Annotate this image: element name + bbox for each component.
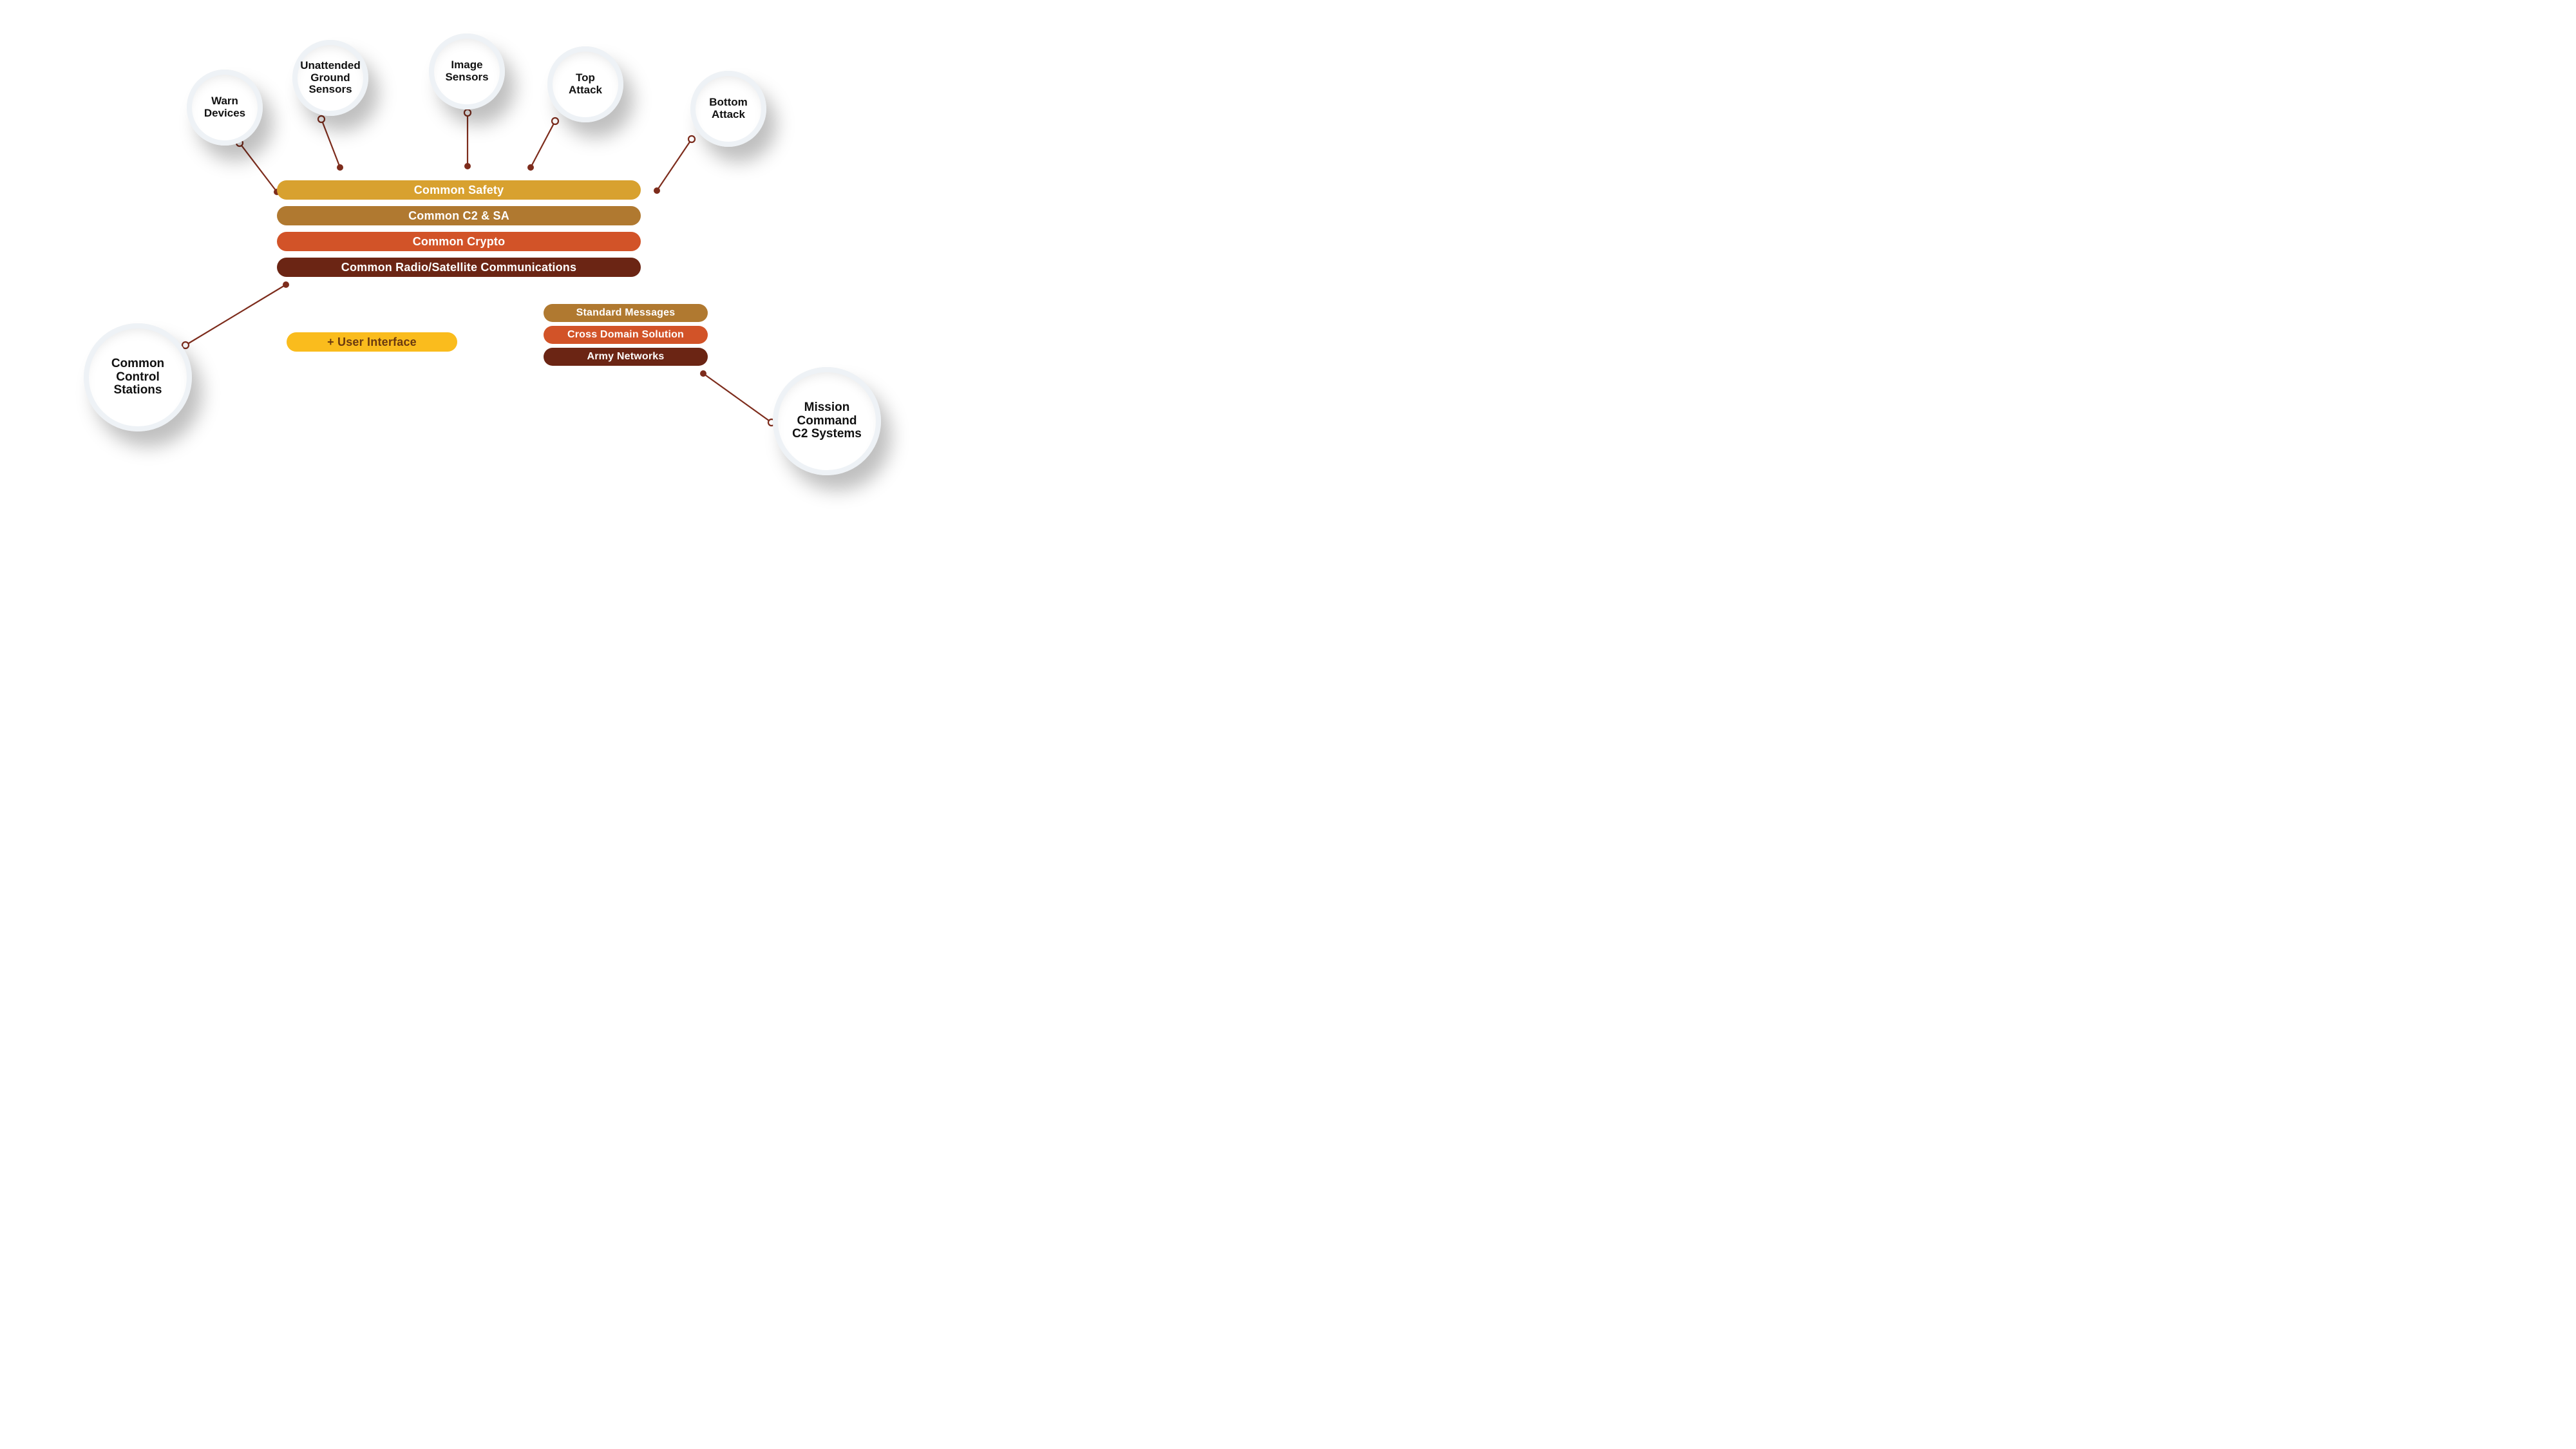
bubble-label: UnattendedGroundSensors [300,60,361,96]
bubble-label: Common ControlStations [93,357,183,398]
bubble-bottom-attack: BottomAttack [690,71,766,147]
bubble-image-sensors: ImageSensors [429,33,505,109]
bar-cross-domain-solution: Cross Domain Solution [544,326,708,344]
bar-common-crypto: Common Crypto [277,232,641,251]
bar-common-safety: Common Safety [277,180,641,200]
bubble-top-attack: TopAttack [547,46,623,122]
bubble-label: ImageSensors [445,59,488,83]
bubble-label: Mission CommandC2 Systems [782,401,872,442]
diagram-canvas: Common Safety Common C2 & SA Common Cryp… [0,0,966,544]
bubble-common-control: Common ControlStations [84,323,192,431]
bar-standard-messages: Standard Messages [544,304,708,322]
bar-common-radio: Common Radio/Satellite Communications [277,258,641,277]
bubble-unattended-ground: UnattendedGroundSensors [292,40,368,116]
bubble-label: WarnDevices [204,95,245,119]
bar-common-c2-sa: Common C2 & SA [277,206,641,225]
bar-army-networks: Army Networks [544,348,708,366]
bar-user-interface: + User Interface [287,332,457,352]
bubble-mission-command: Mission CommandC2 Systems [773,367,881,475]
bubble-label: BottomAttack [709,97,747,120]
bubble-label: TopAttack [569,72,602,96]
bubble-warn-devices: WarnDevices [187,70,263,146]
